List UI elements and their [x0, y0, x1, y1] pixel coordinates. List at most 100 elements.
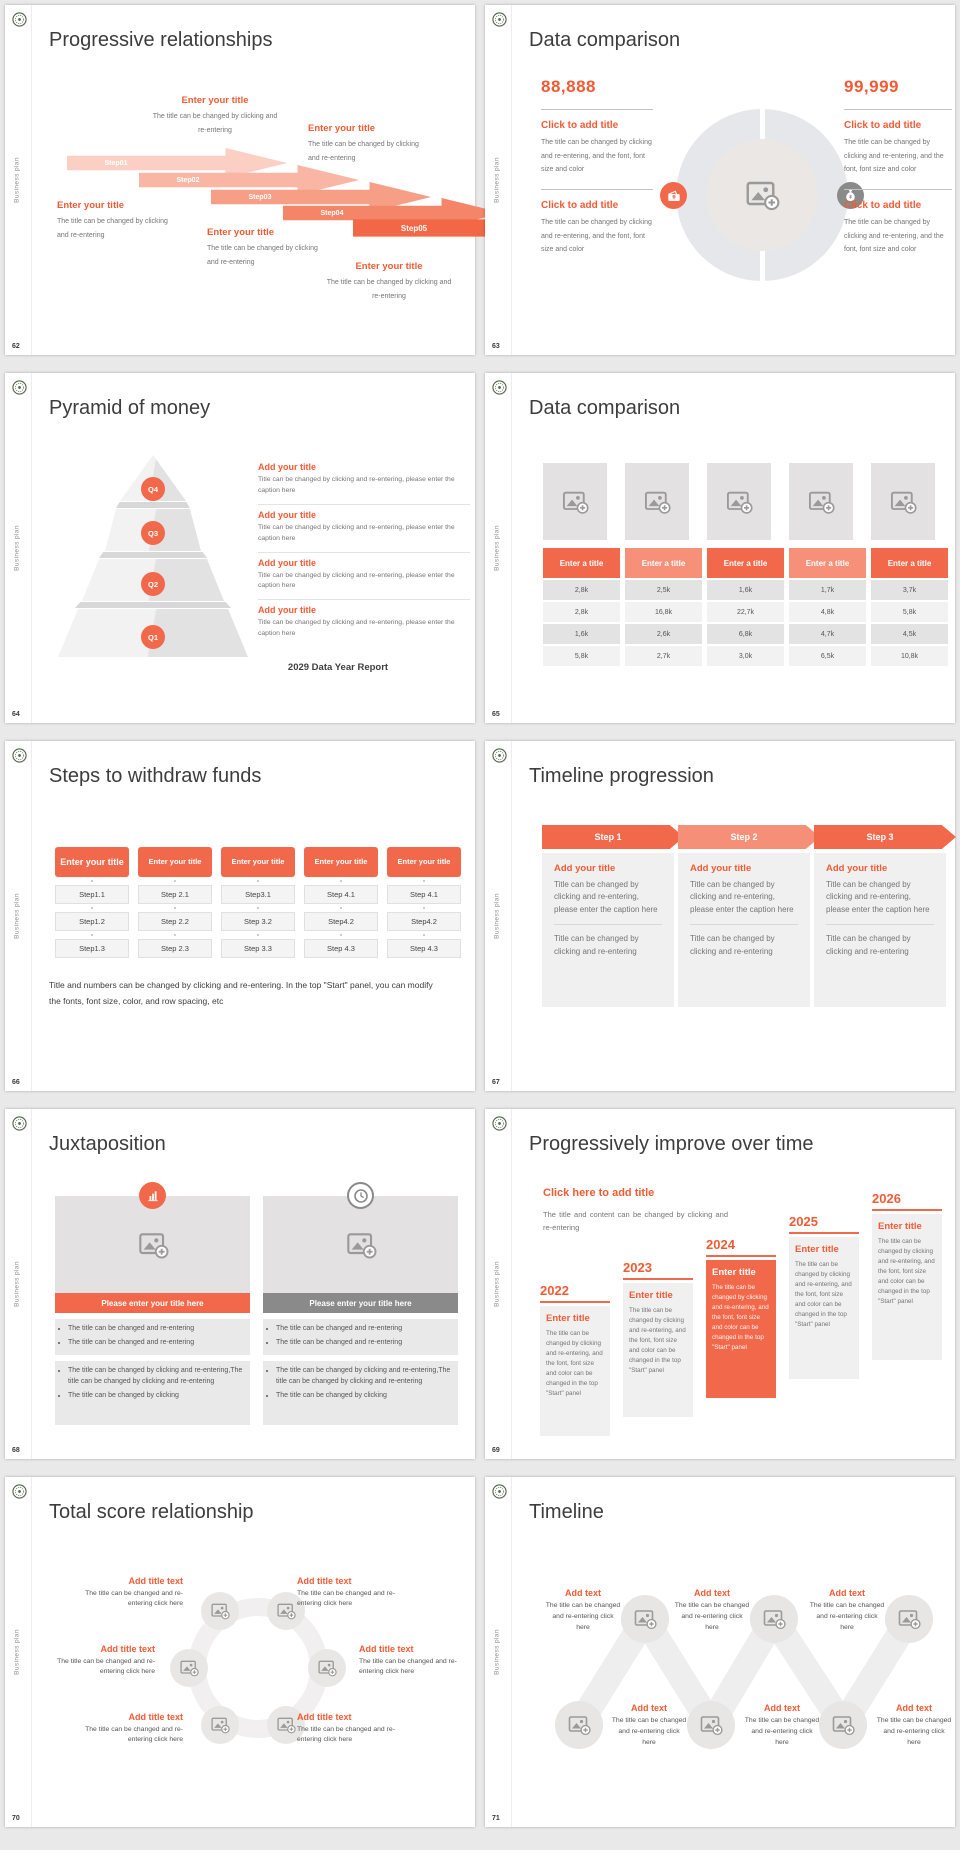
item-body: The title can be changed and re-entering…: [876, 1717, 952, 1746]
section-subheading: The title and content can be changed by …: [543, 1210, 728, 1233]
item-body: The title can be changed and re-entering…: [359, 1658, 457, 1676]
bar-chart-badge: [139, 1182, 166, 1209]
chevron-step-1: Step 1: [542, 825, 684, 849]
sidebar-vertical-label: Business plan: [13, 525, 21, 571]
milestone-text: Add text The title can be changed and re…: [809, 1588, 885, 1634]
table-cell: 2,6k: [625, 624, 702, 644]
slide-title: Steps to withdraw funds: [49, 765, 262, 787]
sidebar-vertical-label: Business plan: [493, 157, 501, 203]
item-body: The title can be changed and re-entering…: [545, 1602, 621, 1631]
item-body: The title can be changed and re-entering…: [297, 1726, 395, 1744]
slide-64-thumbnail[interactable]: Business plan Pyramid of money Q4 Q3 Q2 …: [5, 373, 475, 723]
slide-63-thumbnail[interactable]: Business plan Data comparison 88,888 Cli…: [485, 5, 955, 355]
image-placeholder-icon: [633, 1607, 657, 1631]
image-placeholder-icon: [317, 1658, 337, 1678]
text-block: Enter your title The title can be change…: [207, 227, 327, 270]
table-cell: 2,8k: [543, 602, 620, 622]
milestone-text: Add text The title can be changed and re…: [744, 1703, 820, 1749]
card-panel: The title can be changed and re-entering…: [263, 1319, 458, 1355]
table-row: 5,8k 2,7k 3,0k 6,5k 10,8k: [543, 646, 948, 666]
block-body: The title can be changed by clicking and…: [326, 279, 452, 300]
connector-dot: [423, 934, 425, 936]
year-label: 2024: [706, 1237, 735, 1252]
year-underline: [789, 1232, 859, 1234]
slide-62-thumbnail[interactable]: Business plan Progressive relationships …: [5, 5, 598, 355]
image-placeholder-icon: [897, 1607, 921, 1631]
table-header-cell: Enter a title: [871, 548, 948, 578]
connector-dot: [91, 907, 93, 909]
item-body: Title can be changed by clicking and re-…: [258, 619, 455, 638]
image-row: [543, 463, 948, 540]
table-cell: 2,5k: [625, 580, 702, 600]
image-placeholder-icon: [831, 1713, 855, 1737]
image-placeholder: [789, 463, 853, 540]
table-cell: 1,6k: [707, 580, 784, 600]
seal-logo-icon: [12, 380, 27, 395]
item-body: The title can be changed by clicking and…: [844, 139, 944, 174]
step-column-2: Enter your title Step 2.1 Step 2.2 Step …: [138, 847, 212, 958]
image-placeholder-icon: [210, 1715, 230, 1735]
image-placeholder: [170, 1649, 208, 1687]
slide-69-thumbnail[interactable]: Business plan Progressively improve over…: [485, 1109, 955, 1459]
slide-70-thumbnail[interactable]: Business plan Total score relationship A…: [5, 1477, 475, 1827]
sidebar-vertical-label: Business plan: [13, 1629, 21, 1675]
image-placeholder-icon: [276, 1715, 296, 1735]
card-heading: Enter title: [712, 1267, 756, 1278]
connector-dot: [340, 880, 342, 882]
pyramid-lip: [99, 552, 207, 558]
bullet-item: The title can be changed and re-entering: [276, 1338, 458, 1349]
slide-68-thumbnail[interactable]: Business plan Juxtaposition Please enter…: [5, 1109, 475, 1459]
right-stat-column: 99,999 Click to add title The title can …: [844, 77, 952, 257]
item-heading: Add your title: [258, 509, 316, 520]
divider: [844, 109, 952, 110]
block-heading: Enter your title: [181, 95, 249, 106]
slide-71-thumbnail[interactable]: Business plan Timeline Add text The titl…: [485, 1477, 955, 1827]
divider: [844, 188, 952, 190]
sidebar-vertical-label: Business plan: [493, 525, 501, 571]
item-list: Add your title Title can be changed by c…: [258, 457, 470, 647]
table-cell: 2,8k: [543, 580, 620, 600]
image-placeholder: [871, 463, 935, 540]
item-body: The title can be changed and re-entering…: [611, 1717, 687, 1746]
section-heading: Click here to add title: [543, 1187, 655, 1199]
item-heading: Add text: [896, 1703, 932, 1713]
divider: [511, 5, 512, 355]
page-number: 65: [492, 711, 500, 718]
pyramid-label-q3: Q3: [141, 521, 165, 545]
item-heading: Add your title: [258, 605, 316, 616]
slide-66-thumbnail[interactable]: Business plan Steps to withdraw funds En…: [5, 741, 475, 1091]
column-header: Enter your title: [304, 847, 378, 877]
seal-logo-icon: [12, 1116, 27, 1131]
page-number: 62: [12, 343, 20, 350]
block-heading: Enter your title: [308, 123, 376, 134]
step-label: Step02: [176, 176, 200, 184]
text-block: Add title text The title can be changed …: [61, 1712, 183, 1745]
stat-value: 88,888: [541, 77, 596, 96]
list-item: Add your title Title can be changed by c…: [258, 505, 470, 553]
sidebar-vertical-label: Business plan: [13, 157, 21, 203]
left-stat-column: 88,888 Click to add title The title can …: [541, 77, 653, 257]
connector-dot: [257, 907, 259, 909]
item-body: The title can be changed and re-entering…: [297, 1590, 395, 1608]
slide-65-thumbnail[interactable]: Business plan Data comparison Enter a ti…: [485, 373, 955, 723]
year-underline: [706, 1255, 776, 1257]
table-header-cell: Enter a title: [543, 548, 620, 578]
money-bag-icon: [843, 188, 858, 203]
image-placeholder-icon: [889, 488, 917, 516]
connector-dot: [257, 880, 259, 882]
image-placeholder-icon: [807, 488, 835, 516]
table-header-cell: Enter a title: [789, 548, 866, 578]
table-cell: 10,8k: [871, 646, 948, 666]
item-heading: Add text: [565, 1588, 601, 1598]
divider: [511, 1477, 512, 1827]
item-body: The title can be changed and re-entering…: [85, 1726, 183, 1744]
bullet-item: The title can be changed by clicking: [276, 1391, 458, 1402]
list-item: Add your title Title can be changed by c…: [258, 553, 470, 601]
connector-dot: [340, 934, 342, 936]
slide-67-thumbnail[interactable]: Business plan Timeline progression Step …: [485, 741, 956, 1091]
milestone-text: Add text The title can be changed and re…: [611, 1703, 687, 1749]
item-body: The title can be changed by clicking and…: [541, 218, 652, 254]
year-card-highlighted: Enter title The title can be changed by …: [706, 1260, 776, 1398]
panel-body: Title can be changed by clicking and re-…: [826, 880, 930, 914]
card-body: The title can be changed by clicking and…: [795, 1261, 852, 1329]
